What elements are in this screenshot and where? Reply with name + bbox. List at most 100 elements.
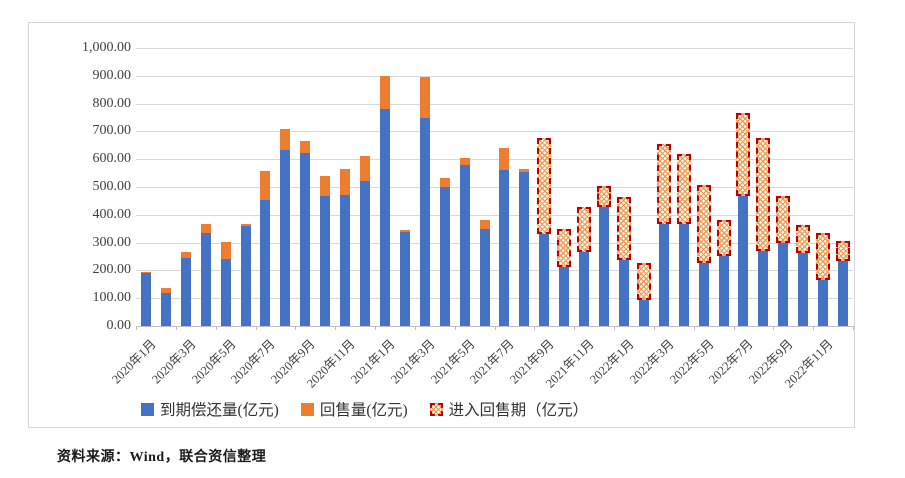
bar-segment-series-1 <box>180 252 191 258</box>
bar-2021年5月 <box>455 48 475 326</box>
bar-segment-series-0 <box>559 267 570 326</box>
x-axis-tick <box>534 326 536 330</box>
bar-segment-series-1 <box>200 223 211 233</box>
y-axis-tick-label: 300.00 <box>92 234 132 250</box>
bar-2020年6月 <box>236 48 256 326</box>
bar-segment-series-0 <box>658 224 669 326</box>
bar-segment-series-1 <box>419 76 430 118</box>
legend-label: 到期偿还量(亿元) <box>160 402 279 419</box>
y-axis-tick-label: 1,000.00 <box>82 40 131 55</box>
bar-segment-series-1 <box>399 230 410 233</box>
bar-segment-series-1 <box>160 288 171 294</box>
bar-2022年2月 <box>634 48 654 326</box>
bar-segment-series-2 <box>776 196 791 244</box>
bar-2020年10月 <box>315 48 335 326</box>
bar-segment-series-2 <box>676 153 691 224</box>
y-axis-tick-label: 600.00 <box>92 151 132 167</box>
bar-segment-series-1 <box>519 168 530 173</box>
bar-segment-series-0 <box>320 195 331 326</box>
bar-segment-series-2 <box>616 197 631 260</box>
bar-segment-series-0 <box>579 252 590 326</box>
x-axis-tick <box>733 326 735 330</box>
bar-segment-series-1 <box>459 157 470 166</box>
x-axis-tick <box>215 326 217 330</box>
bar-2021年6月 <box>475 48 495 326</box>
bar-2021年12月 <box>594 48 614 326</box>
x-axis-tick <box>454 326 456 330</box>
x-axis-tick <box>414 326 416 330</box>
bar-segment-series-0 <box>300 153 311 326</box>
bar-segment-series-2 <box>597 186 612 208</box>
bar-segment-series-0 <box>340 194 351 326</box>
legend-label: 回售量(亿元) <box>319 402 408 419</box>
bar-segment-series-2 <box>836 240 851 261</box>
bar-segment-series-0 <box>818 280 829 326</box>
bar-segment-series-1 <box>439 178 450 187</box>
bar-2022年11月 <box>813 48 833 326</box>
bar-segment-series-0 <box>479 228 490 326</box>
bar-2022年7月 <box>734 48 754 326</box>
bar-2021年3月 <box>415 48 435 326</box>
x-axis-tick <box>375 326 376 330</box>
legend-marker-icon <box>300 402 314 416</box>
bar-segment-series-0 <box>539 234 550 326</box>
bar-segment-series-0 <box>260 200 271 326</box>
bar-segment-series-0 <box>638 300 649 326</box>
bar-segment-series-2 <box>537 138 552 235</box>
bar-segment-series-0 <box>718 256 729 326</box>
x-axis-tick <box>136 326 137 330</box>
bar-segment-series-0 <box>778 243 789 326</box>
x-axis-tick <box>255 326 257 330</box>
bar-segment-series-1 <box>300 140 311 154</box>
gridline <box>136 214 853 216</box>
x-axis-tick <box>813 326 815 330</box>
x-axis-tick <box>295 326 297 330</box>
legend-item-series-1: 回售量(亿元) <box>300 398 408 420</box>
gridline <box>136 48 853 49</box>
bar-segment-series-1 <box>499 148 510 170</box>
bar-2020年9月 <box>295 48 315 326</box>
bar-segment-series-0 <box>459 165 470 326</box>
bar-segment-series-0 <box>499 169 510 326</box>
y-axis-tick-label: 800.00 <box>92 95 132 111</box>
bar-segment-series-2 <box>716 219 731 257</box>
y-axis-tick-label: 100.00 <box>92 290 132 306</box>
bar-segment-series-1 <box>280 128 291 151</box>
bar-2022年12月 <box>833 48 853 326</box>
bar-segment-series-0 <box>160 293 171 326</box>
bar-2022年4月 <box>674 48 694 326</box>
bar-segment-series-0 <box>419 117 430 326</box>
bar-2020年5月 <box>216 48 236 326</box>
bar-2021年1月 <box>375 48 395 326</box>
bar-segment-series-0 <box>140 273 151 326</box>
bar-segment-series-2 <box>577 207 592 253</box>
bar-2020年11月 <box>335 48 355 326</box>
x-axis-tick <box>653 326 655 330</box>
y-axis-tick-label: 700.00 <box>92 123 132 139</box>
bar-segment-series-1 <box>340 168 351 195</box>
bar-2020年3月 <box>176 48 196 326</box>
bar-segment-series-0 <box>439 187 450 326</box>
bar-segment-series-1 <box>240 224 251 227</box>
bar-segment-series-0 <box>599 207 610 326</box>
bar-segment-series-2 <box>816 232 831 281</box>
bar-2021年10月 <box>554 48 574 326</box>
y-axis-tick-label: 0.00 <box>106 318 132 333</box>
x-axis-tick <box>574 326 576 330</box>
gridline <box>136 159 853 161</box>
bar-2022年1月 <box>614 48 634 326</box>
bar-segment-series-0 <box>798 252 809 326</box>
bar-2022年5月 <box>694 48 714 326</box>
bar-2022年10月 <box>793 48 813 326</box>
bar-segment-series-1 <box>479 220 490 229</box>
x-axis-tick <box>175 326 177 330</box>
bar-2022年3月 <box>654 48 674 326</box>
bar-segment-series-0 <box>360 180 371 326</box>
bar-segment-series-0 <box>698 263 709 326</box>
bar-segment-series-0 <box>738 196 749 326</box>
y-axis-tick-label: 900.00 <box>92 67 132 83</box>
x-axis-tick <box>693 326 695 330</box>
y-axis-tick-label: 500.00 <box>92 179 132 194</box>
legend-item-series-2: 进入回售期（亿元） <box>429 398 588 420</box>
y-axis-tick-label: 200.00 <box>92 262 132 278</box>
